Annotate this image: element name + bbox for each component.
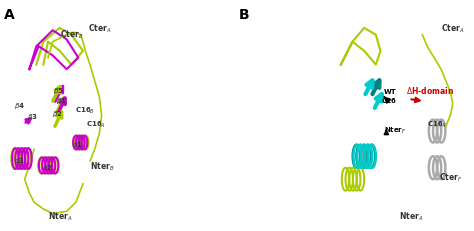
- Text: Nter$_A$: Nter$_A$: [399, 209, 423, 222]
- Text: Nter$_B$: Nter$_B$: [90, 160, 114, 173]
- Text: Cter$_A$: Cter$_A$: [88, 22, 111, 34]
- Text: Nter$_F$: Nter$_F$: [384, 126, 406, 136]
- Text: $\alpha$1: $\alpha$1: [73, 139, 83, 148]
- Text: $\beta$4: $\beta$4: [14, 100, 25, 110]
- Text: Cter$_A$: Cter$_A$: [441, 22, 465, 34]
- Text: C16$_B$: C16$_B$: [75, 105, 95, 115]
- Text: $\beta$3: $\beta$3: [27, 112, 37, 122]
- Text: $\alpha$2: $\alpha$2: [42, 163, 53, 172]
- Text: A: A: [4, 8, 15, 22]
- Text: Cter$_F$: Cter$_F$: [439, 170, 462, 183]
- Text: B: B: [238, 8, 249, 22]
- Text: Cter$_B$: Cter$_B$: [60, 29, 83, 41]
- Text: $\beta$5: $\beta$5: [53, 86, 64, 96]
- Text: Nter$_A$: Nter$_A$: [48, 209, 73, 222]
- Text: $\beta$2: $\beta$2: [52, 109, 62, 119]
- Text: C16: C16: [382, 98, 396, 104]
- Text: C16$_A$: C16$_A$: [86, 119, 107, 129]
- Text: $\beta$1: $\beta$1: [56, 96, 67, 106]
- Text: $\alpha$3: $\alpha$3: [14, 155, 25, 164]
- Text: WT: WT: [384, 89, 397, 95]
- Text: C16$_A$: C16$_A$: [427, 119, 447, 129]
- Text: $\Delta$H-domain: $\Delta$H-domain: [406, 85, 454, 96]
